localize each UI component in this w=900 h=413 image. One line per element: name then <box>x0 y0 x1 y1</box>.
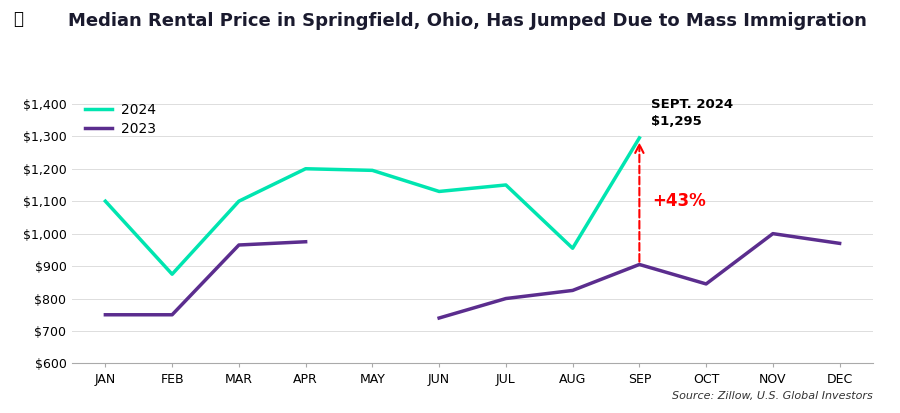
Text: Median Rental Price in Springfield, Ohio, Has Jumped Due to Mass Immigration: Median Rental Price in Springfield, Ohio… <box>68 12 867 31</box>
Text: Source: Zillow, U.S. Global Investors: Source: Zillow, U.S. Global Investors <box>672 391 873 401</box>
Text: SEPT. 2024
$1,295: SEPT. 2024 $1,295 <box>652 98 734 128</box>
Legend: 2024, 2023: 2024, 2023 <box>79 98 161 141</box>
Text: 🌐: 🌐 <box>14 10 23 28</box>
Text: +43%: +43% <box>652 192 706 210</box>
